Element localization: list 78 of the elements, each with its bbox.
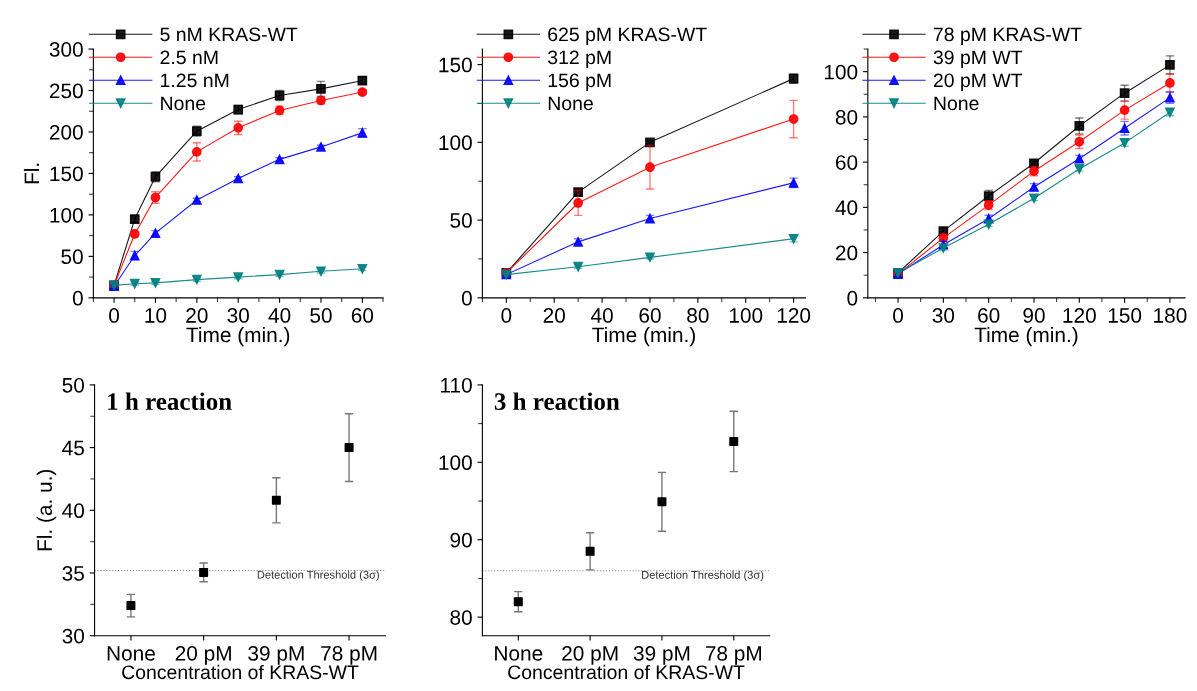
y-tick-label: 80 bbox=[835, 109, 858, 125]
x-tick-label: 20 bbox=[543, 308, 565, 323]
x-tick-label: 100 bbox=[729, 308, 763, 323]
legend-label: 156 pM bbox=[548, 73, 611, 92]
x-tick-label: 39 pM bbox=[633, 645, 690, 665]
legend-label: 5 nM KRAS-WT bbox=[160, 27, 298, 42]
x-tick-label: 20 bbox=[186, 308, 208, 323]
y-tick-label: 250 bbox=[49, 83, 83, 99]
legend-label: 39 pM WT bbox=[933, 50, 1023, 69]
chart-title: 1 h reaction bbox=[108, 392, 232, 411]
x-tick-label: 0 bbox=[501, 308, 512, 323]
legend-label: 312 pM bbox=[547, 50, 611, 69]
x-axis-title: Time (min.) bbox=[592, 326, 695, 347]
y-tick-label: 60 bbox=[835, 155, 858, 170]
x-tick-label: 60 bbox=[978, 308, 1000, 323]
y-tick-label: 200 bbox=[49, 124, 83, 140]
x-tick-label: 20 pM bbox=[562, 645, 618, 665]
y-tick-label: 50 bbox=[450, 213, 472, 228]
y-axis-title: Fl. bbox=[23, 163, 40, 184]
x-tick-label: None bbox=[107, 646, 155, 661]
y-tick-label: 150 bbox=[439, 57, 472, 73]
y-tick-label: 150 bbox=[50, 166, 83, 182]
chart-title: 3 h reaction bbox=[494, 392, 620, 411]
x-tick-label: 0 bbox=[109, 308, 120, 323]
legend-label: 2.5 nM bbox=[160, 50, 218, 65]
y-tick-label: 300 bbox=[49, 42, 83, 57]
x-tick-label: 30 bbox=[932, 308, 955, 323]
y-tick-label: 35 bbox=[62, 566, 84, 581]
x-tick-label: 40 bbox=[590, 308, 613, 323]
y-tick-label: 100 bbox=[439, 135, 472, 151]
x-tick-label: 78 pM bbox=[321, 645, 377, 665]
legend-label: 1.25 nM bbox=[161, 73, 229, 88]
legend-label: None bbox=[548, 96, 593, 111]
x-tick-label: 20 pM bbox=[175, 645, 231, 665]
x-tick-label: 180 bbox=[1154, 308, 1187, 323]
y-tick-label: 40 bbox=[835, 200, 858, 216]
x-tick-label: 80 bbox=[687, 308, 709, 323]
x-tick-label: 10 bbox=[145, 308, 167, 323]
y-tick-label: 20 bbox=[835, 245, 858, 261]
x-axis-title: Concentration of KRAS-WT bbox=[122, 664, 359, 680]
y-tick-label: 50 bbox=[62, 377, 85, 393]
ref-line-label: Detection Threshold (3σ) bbox=[257, 570, 379, 581]
x-axis-title: Time (min.) bbox=[974, 326, 1078, 347]
x-tick-label: 40 bbox=[268, 308, 291, 323]
legend-label: 78 pM KRAS-WT bbox=[933, 27, 1082, 46]
y-tick-label: 0 bbox=[461, 290, 472, 306]
y-tick-label: 80 bbox=[450, 610, 472, 625]
legend-label: None bbox=[934, 96, 979, 111]
x-tick-label: 120 bbox=[777, 308, 811, 323]
legend-label: None bbox=[161, 96, 206, 111]
x-tick-label: 150 bbox=[1108, 308, 1142, 323]
x-axis-title: Concentration of KRAS-WT bbox=[508, 664, 745, 680]
x-axis-title: Time (min.) bbox=[186, 326, 290, 347]
x-tick-label: None bbox=[495, 646, 543, 661]
legend-label: 625 pM KRAS-WT bbox=[548, 27, 707, 46]
x-tick-label: 120 bbox=[1063, 308, 1096, 323]
y-tick-label: 0 bbox=[847, 290, 858, 306]
x-tick-label: 60 bbox=[351, 308, 374, 323]
y-tick-label: 100 bbox=[439, 455, 472, 471]
y-tick-label: 100 bbox=[50, 207, 83, 223]
y-tick-label: 50 bbox=[61, 249, 83, 265]
x-tick-label: 0 bbox=[893, 308, 904, 323]
y-tick-label: 30 bbox=[62, 628, 85, 644]
x-tick-label: 30 bbox=[227, 308, 249, 323]
y-tick-label: 0 bbox=[72, 290, 83, 306]
x-tick-label: 50 bbox=[310, 308, 332, 323]
x-tick-label: 39 pM bbox=[248, 645, 304, 665]
y-tick-label: 100 bbox=[824, 64, 858, 80]
ref-line-label: Detection Threshold (3σ) bbox=[642, 570, 764, 582]
y-tick-label: 40 bbox=[62, 503, 85, 519]
x-tick-label: 78 pM bbox=[705, 645, 761, 665]
y-tick-label: 110 bbox=[441, 377, 472, 393]
y-tick-label: 45 bbox=[62, 440, 84, 456]
x-tick-label: 90 bbox=[1023, 308, 1045, 323]
legend-label: 20 pM WT bbox=[933, 73, 1023, 92]
x-tick-label: 60 bbox=[639, 308, 661, 323]
y-tick-label: 90 bbox=[450, 532, 472, 548]
y-axis-title: Fl. (a. u.) bbox=[36, 469, 57, 551]
